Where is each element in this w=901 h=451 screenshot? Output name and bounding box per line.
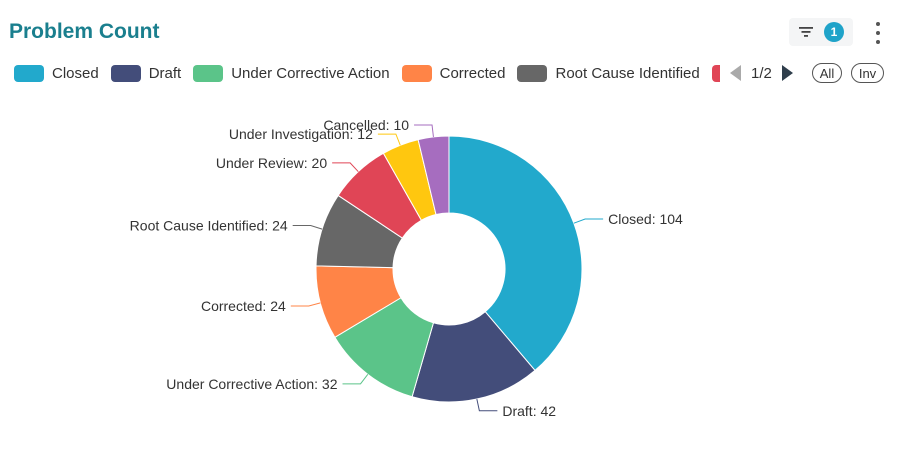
legend-swatch [110, 64, 141, 82]
slice-label: Under Corrective Action: 32 [166, 376, 337, 392]
legend-invert-button[interactable]: Inv [851, 63, 884, 83]
label-leader-line [292, 224, 323, 230]
label-leader-line [476, 398, 498, 412]
donut-slice[interactable] [448, 135, 583, 372]
legend-label: Under Corrective Action [231, 64, 390, 82]
slice-label: Closed: 104 [608, 211, 683, 227]
slice-label: Draft: 42 [502, 403, 556, 419]
legend-swatch [193, 64, 224, 82]
legend-label: Corrected [439, 64, 506, 82]
label-leader-line [573, 218, 604, 224]
legend-item[interactable]: Corrected [401, 64, 506, 82]
chart-legend: Closed Draft Under Corrective Action Correc… [14, 62, 720, 84]
legend-swatch [401, 64, 432, 82]
legend-page-indicator: 1/2 [751, 64, 772, 82]
slice-label: Root Cause Identified: 24 [130, 217, 288, 233]
label-leader-line [332, 162, 359, 173]
legend-label: Closed [52, 64, 99, 82]
legend-swatch [14, 64, 44, 82]
label-leader-line [414, 124, 434, 137]
legend-select-all-button[interactable]: All [812, 63, 842, 83]
legend-item[interactable]: Under Review [711, 64, 720, 82]
page-title: Problem Count [9, 20, 160, 43]
slice-label: Under Review: 20 [216, 155, 327, 171]
legend-prev-icon[interactable] [730, 65, 741, 81]
legend-swatch [711, 64, 720, 82]
legend-swatch [517, 64, 548, 82]
more-options-icon[interactable] [870, 20, 886, 46]
donut-slice[interactable] [411, 311, 536, 403]
label-leader-line [290, 302, 321, 307]
legend-label: Draft [148, 64, 182, 82]
slice-label: Under Investigation: 12 [229, 126, 373, 142]
label-leader-line [377, 133, 401, 146]
legend-item[interactable]: Closed [14, 64, 99, 82]
label-leader-line [342, 374, 369, 385]
filter-button[interactable]: 1 [789, 18, 853, 46]
legend-next-icon[interactable] [781, 65, 793, 81]
legend-item[interactable]: Under Corrective Action [193, 64, 390, 82]
slice-label: Cancelled: 10 [323, 117, 409, 133]
legend-item[interactable]: Root Cause Identified [517, 64, 700, 82]
legend-label: Root Cause Identified [555, 64, 700, 82]
donut-slice[interactable] [417, 135, 450, 216]
legend-pager: 1/2 [730, 61, 793, 85]
filter-count-badge: 1 [824, 22, 844, 42]
legend-item[interactable]: Draft [110, 64, 182, 82]
slice-label: Corrected: 24 [201, 298, 286, 314]
filter-icon [799, 27, 813, 37]
